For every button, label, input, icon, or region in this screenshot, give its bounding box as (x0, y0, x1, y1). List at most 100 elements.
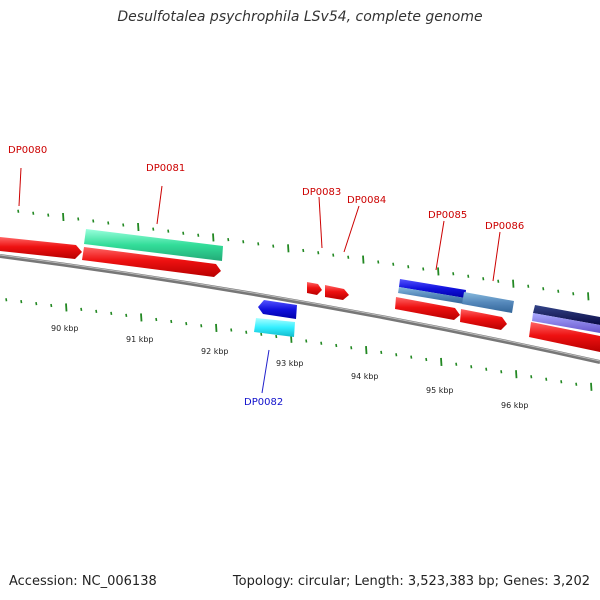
minor-tick (320, 341, 323, 345)
kbp-label: 92 kbp (201, 347, 229, 356)
minor-tick (95, 309, 98, 314)
kbp-label: 94 kbp (351, 372, 379, 381)
gene-label-DP0083[interactable]: DP0083 (302, 187, 341, 198)
minor-tick (557, 289, 560, 293)
gene-next-arrow[interactable] (529, 322, 600, 352)
minor-tick (260, 332, 263, 336)
minor-tick (332, 253, 335, 257)
label-leaders (18, 167, 501, 394)
minor-tick (575, 382, 578, 386)
minor-tick (152, 227, 155, 231)
minor-tick (572, 292, 575, 296)
minor-tick (305, 339, 308, 343)
major-tick (65, 303, 68, 312)
minor-tick (500, 370, 503, 374)
minor-tick (425, 357, 428, 362)
accession-text: Accession: NC_006138 (9, 574, 157, 589)
gene-DP0084-arrow[interactable] (325, 285, 349, 300)
minor-tick (497, 279, 500, 283)
gene-DP0081-arrow[interactable] (82, 247, 221, 277)
gene-DP0081-feature[interactable] (84, 229, 223, 261)
minor-tick (17, 209, 20, 213)
minor-tick (80, 307, 83, 312)
minor-tick (542, 287, 545, 291)
major-tick (440, 357, 443, 366)
gene-label-DP0084[interactable]: DP0084 (347, 195, 386, 206)
minor-tick (452, 272, 455, 276)
minor-tick (200, 324, 203, 328)
minor-tick (20, 299, 23, 304)
minor-tick (107, 221, 110, 225)
major-tick (590, 382, 593, 391)
minor-tick (242, 240, 245, 244)
minor-tick (335, 343, 338, 348)
gene-DP0082[interactable] (254, 300, 297, 337)
gene-DP0086-feature[interactable] (462, 292, 514, 313)
gene-next-feature-lower[interactable] (532, 313, 600, 333)
minor-tick (485, 367, 488, 371)
minor-tick (302, 248, 305, 253)
minor-tick (317, 251, 320, 255)
major-tick (62, 212, 65, 222)
major-tick (215, 323, 218, 332)
gene-DP0082-arrow[interactable] (258, 300, 297, 319)
minor-tick (47, 213, 50, 217)
minor-tick (122, 223, 125, 227)
major-tick (515, 370, 518, 379)
minor-tick (560, 380, 563, 384)
forward-gene-arrows (0, 237, 600, 352)
lower-tick-track (5, 298, 593, 391)
minor-tick (170, 319, 173, 324)
gene-features-right (398, 279, 600, 333)
minor-tick (257, 242, 260, 246)
minor-tick (32, 211, 35, 215)
gene-label-DP0082[interactable]: DP0082 (244, 397, 283, 408)
minor-tick (347, 255, 350, 259)
minor-tick (167, 229, 170, 233)
gene-DP0083-arrow[interactable] (307, 282, 322, 295)
gene-DP0085-arrow[interactable] (395, 297, 460, 320)
major-tick (512, 279, 515, 288)
gene-label-DP0085[interactable]: DP0085 (428, 210, 467, 221)
minor-tick (422, 267, 425, 271)
minor-tick (467, 274, 470, 278)
minor-tick (197, 233, 200, 237)
minor-tick (482, 277, 485, 281)
major-tick (587, 292, 590, 301)
gene-DP0082-feature[interactable] (254, 318, 295, 337)
major-tick (365, 346, 368, 355)
minor-tick (5, 298, 8, 302)
kbp-label: 90 kbp (51, 324, 79, 333)
gene-DP0085-feature[interactable] (399, 279, 466, 298)
kbp-scale-labels: 90 kbp 91 kbp 92 kbp 93 kbp 94 kbp 95 kb… (51, 324, 529, 410)
minor-tick (92, 219, 95, 223)
kbp-label: 91 kbp (126, 335, 154, 344)
minor-tick (470, 365, 473, 369)
gene-DP0080-arrow[interactable] (0, 237, 82, 259)
minor-tick (50, 303, 53, 308)
gene-DP0085-feature-lower[interactable] (398, 287, 465, 304)
minor-tick (272, 244, 275, 248)
gene-DP0086-arrow[interactable] (460, 309, 507, 330)
minor-tick (125, 313, 128, 318)
minor-tick (407, 265, 410, 269)
major-tick (287, 244, 290, 253)
major-tick (137, 222, 140, 232)
minor-tick (527, 284, 530, 288)
minor-tick (182, 231, 185, 235)
minor-tick (350, 346, 353, 350)
topology-summary: Topology: circular; Length: 3,523,383 bp… (232, 574, 590, 589)
gene-next-feature[interactable] (533, 305, 600, 325)
gene-label-DP0086[interactable]: DP0086 (485, 221, 524, 232)
gene-label-DP0080[interactable]: DP0080 (8, 145, 47, 156)
gene-label-DP0081[interactable]: DP0081 (146, 163, 185, 174)
minor-tick (35, 301, 38, 306)
minor-tick (185, 321, 188, 326)
minor-tick (245, 330, 248, 334)
minor-tick (275, 334, 278, 339)
genome-backbone (0, 254, 600, 364)
minor-tick (77, 217, 80, 221)
kbp-label: 93 kbp (276, 359, 304, 368)
minor-tick (230, 328, 233, 332)
